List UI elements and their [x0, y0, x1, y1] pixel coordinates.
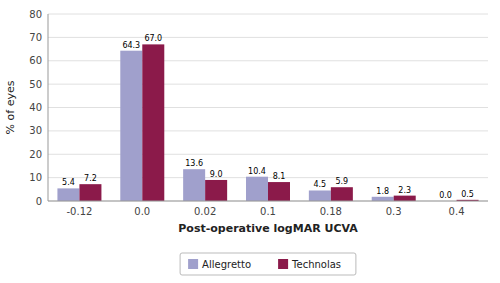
data-label: 1.8	[376, 187, 389, 196]
legend-box	[180, 253, 356, 275]
x-tick-label: 0.02	[194, 206, 216, 217]
data-label: 64.3	[122, 41, 140, 50]
bar	[79, 184, 101, 201]
bar	[394, 196, 416, 201]
legend: Allegretto Technolas	[180, 253, 356, 275]
y-tick-label: 70	[29, 32, 42, 43]
grid-line	[48, 37, 488, 38]
data-label: 10.4	[248, 167, 266, 176]
y-axis-line	[48, 14, 49, 201]
y-tick-label: 30	[29, 125, 42, 136]
legend-swatch	[278, 259, 288, 269]
bar	[372, 197, 394, 201]
x-tick-label: 0.0	[134, 206, 150, 217]
bars	[57, 44, 478, 201]
bar	[309, 190, 331, 201]
data-label: 5.4	[62, 178, 75, 187]
bar	[183, 169, 205, 201]
bar	[331, 187, 353, 201]
x-axis-line	[48, 201, 488, 202]
chart: 0 10 20 30 40 50 60 70 80 5.4 64.3 13.6 10.4 4.5 1.8 0.…	[0, 0, 500, 283]
x-tick-label: 0.3	[386, 206, 402, 217]
data-label: 8.1	[273, 172, 286, 181]
grid-line	[48, 107, 488, 108]
bar	[57, 188, 79, 201]
data-label: 9.0	[210, 170, 223, 179]
y-tick-label: 10	[29, 172, 42, 183]
legend-swatch	[188, 259, 198, 269]
x-tick-label: -0.12	[66, 206, 92, 217]
data-label: 4.5	[313, 180, 326, 189]
grid-line	[48, 130, 488, 131]
data-label: 67.0	[144, 34, 162, 43]
y-axis-label: % of eyes	[4, 80, 17, 134]
legend-label: Allegretto	[202, 259, 251, 270]
grid-line	[48, 201, 488, 202]
bar	[268, 182, 290, 201]
grid-line	[48, 14, 488, 15]
x-tick-label: 0.1	[260, 206, 276, 217]
data-label: 0.0	[439, 191, 452, 200]
bar	[246, 177, 268, 201]
legend-label: Technolas	[291, 259, 341, 270]
bar	[142, 44, 164, 201]
x-tick-label: 0.18	[320, 206, 342, 217]
bar	[120, 51, 142, 201]
y-tick-label: 60	[29, 55, 42, 66]
y-tick-label: 50	[29, 79, 42, 90]
data-label: 5.9	[335, 177, 348, 186]
grid-line	[48, 60, 488, 61]
data-labels: 5.4 64.3 13.6 10.4 4.5 1.8 0.0 7.2 67.0 9.0 8.1 5.9…	[62, 34, 474, 200]
x-axis-label: Post-operative logMAR UCVA	[178, 222, 358, 235]
data-label: 7.2	[84, 174, 97, 183]
grid-line	[48, 84, 488, 85]
grid-line	[48, 154, 488, 155]
y-tick-label: 0	[36, 196, 42, 207]
data-label: 2.3	[398, 186, 411, 195]
y-tick-label: 20	[29, 149, 42, 160]
bar	[205, 180, 227, 201]
data-label: 0.5	[461, 190, 474, 199]
x-tick-label: 0.4	[449, 206, 465, 217]
y-tick-label: 80	[29, 9, 42, 20]
y-tick-label: 40	[29, 102, 42, 113]
data-label: 13.6	[185, 159, 203, 168]
